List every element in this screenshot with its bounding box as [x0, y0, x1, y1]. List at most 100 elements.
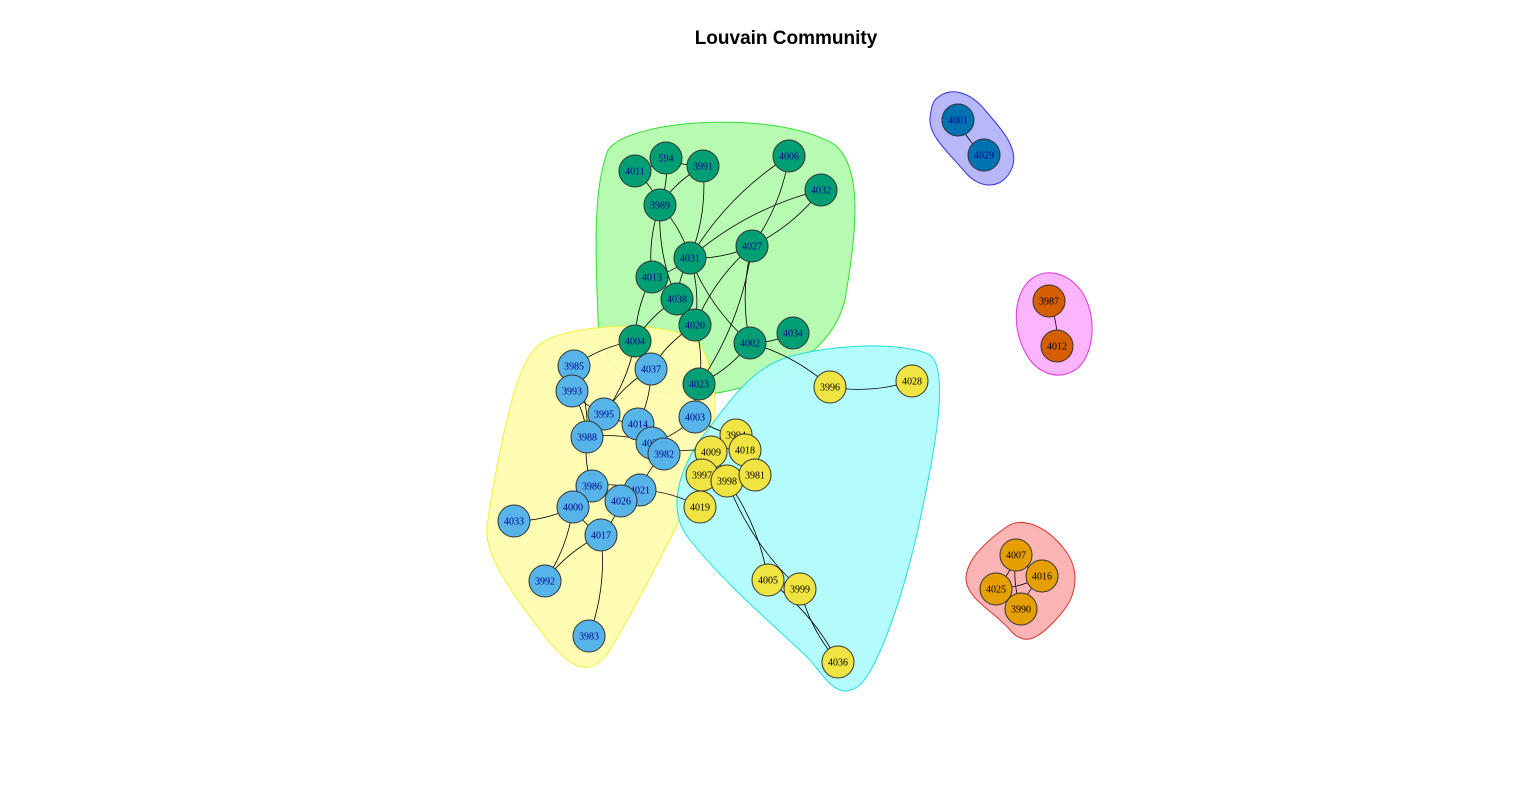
node-label: 4018	[735, 446, 755, 457]
network-nodes: 4011 594 3991 4006 4032 3989 4027 4031 4013 4038 4…	[497, 103, 1074, 679]
node-label: 4000	[563, 503, 583, 514]
node-label: 4017	[591, 531, 611, 542]
node-3987[interactable]: 3987	[1032, 284, 1066, 318]
node-4020[interactable]: 4020	[678, 308, 712, 342]
node-4018[interactable]: 4018	[728, 433, 762, 467]
node-label: 4003	[685, 413, 705, 424]
node-circle	[678, 400, 712, 434]
node-4026[interactable]: 4026	[604, 484, 638, 518]
node-circle	[634, 352, 668, 386]
node-circle	[587, 397, 621, 431]
node-label: 4023	[689, 380, 709, 391]
node-label: 4028	[902, 377, 922, 388]
node-4025[interactable]: 4025	[979, 572, 1013, 606]
node-4017[interactable]: 4017	[584, 518, 618, 552]
node-label: 3986	[582, 482, 602, 493]
node-3981[interactable]: 3981	[738, 458, 772, 492]
node-circle	[528, 564, 562, 598]
node-label: 3997	[692, 471, 712, 482]
node-3991[interactable]: 3991	[686, 149, 720, 183]
node-4033[interactable]: 4033	[497, 504, 531, 538]
node-circle	[1025, 559, 1059, 593]
node-circle	[635, 260, 669, 294]
node-4013[interactable]: 4013	[635, 260, 669, 294]
node-3996[interactable]: 3996	[813, 370, 847, 404]
node-4005[interactable]: 4005	[751, 563, 785, 597]
node-circle	[804, 173, 838, 207]
node-label: 4038	[667, 295, 687, 306]
node-circle	[776, 316, 810, 350]
node-3988[interactable]: 3988	[570, 420, 604, 454]
node-3998[interactable]: 3998	[710, 464, 744, 498]
node-circle	[683, 490, 717, 524]
node-label: 3993	[562, 387, 582, 398]
node-4019[interactable]: 4019	[683, 490, 717, 524]
node-4002[interactable]: 4002	[733, 326, 767, 360]
node-label: 4031	[680, 254, 700, 265]
node-label: 4033	[504, 517, 524, 528]
node-label: 4019	[690, 503, 710, 514]
node-3990[interactable]: 3990	[1004, 592, 1038, 626]
node-circle	[570, 420, 604, 454]
node-circle	[733, 326, 767, 360]
node-4023[interactable]: 4023	[682, 367, 716, 401]
node-label: 3982	[654, 450, 674, 461]
node-4031[interactable]: 4031	[673, 241, 707, 275]
node-3999[interactable]: 3999	[783, 572, 817, 606]
node-4004[interactable]: 4004	[618, 324, 652, 358]
node-4007[interactable]: 4007	[999, 538, 1033, 572]
node-3982[interactable]: 3982	[647, 437, 681, 471]
node-circle	[735, 229, 769, 263]
node-circle	[649, 141, 683, 175]
node-label: 3990	[1011, 605, 1031, 616]
node-3992[interactable]: 3992	[528, 564, 562, 598]
node-circle	[575, 469, 609, 503]
node-label: 4021	[630, 486, 650, 497]
node-4001[interactable]: 4001	[941, 103, 975, 137]
node-circle	[813, 370, 847, 404]
node-label: 4025	[986, 585, 1006, 596]
node-label: 4026	[611, 497, 631, 508]
node-4012[interactable]: 4012	[1040, 329, 1074, 363]
node-label: 4005	[758, 576, 778, 587]
edge-4006-4031	[689, 155, 790, 259]
node-label: 3981	[745, 471, 765, 482]
node-4011[interactable]: 4011	[618, 154, 652, 188]
node-circle	[682, 367, 716, 401]
node-3983[interactable]: 3983	[572, 619, 606, 653]
node-label: 4012	[1047, 342, 1067, 353]
node-label: 4016	[1032, 572, 1052, 583]
node-4000[interactable]: 4000	[556, 490, 590, 524]
node-circle	[678, 308, 712, 342]
node-label: 3989	[650, 201, 670, 212]
node-4016[interactable]: 4016	[1025, 559, 1059, 593]
node-3993[interactable]: 3993	[555, 374, 589, 408]
node-4034[interactable]: 4034	[776, 316, 810, 350]
edge-4032-4031	[689, 189, 822, 259]
node-4032[interactable]: 4032	[804, 173, 838, 207]
node-label: 3992	[535, 577, 555, 588]
hull-blue	[929, 91, 1015, 186]
node-4038[interactable]: 4038	[660, 282, 694, 316]
node-3989[interactable]: 3989	[643, 188, 677, 222]
node-label: 3991	[693, 162, 713, 173]
node-4029[interactable]: 4029	[967, 138, 1001, 172]
node-circle	[895, 364, 929, 398]
node-4003[interactable]: 4003	[678, 400, 712, 434]
node-label: 4001	[948, 116, 968, 127]
node-3986[interactable]: 3986	[575, 469, 609, 503]
node-label: 4034	[783, 329, 803, 340]
hull-red	[965, 522, 1076, 640]
node-4027[interactable]: 4027	[735, 229, 769, 263]
node-594[interactable]: 594	[649, 141, 683, 175]
node-label: 4004	[625, 337, 645, 348]
node-4006[interactable]: 4006	[772, 139, 806, 173]
node-4037[interactable]: 4037	[634, 352, 668, 386]
node-3995[interactable]: 3995	[587, 397, 621, 431]
node-4036[interactable]: 4036	[821, 645, 855, 679]
node-circle	[999, 538, 1033, 572]
node-label: 3996	[820, 383, 840, 394]
node-label: 4037	[641, 365, 661, 376]
node-4028[interactable]: 4028	[895, 364, 929, 398]
